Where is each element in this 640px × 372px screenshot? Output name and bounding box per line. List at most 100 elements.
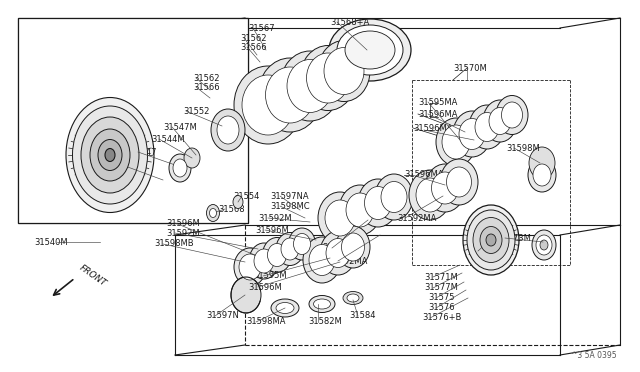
Ellipse shape (309, 295, 335, 312)
Ellipse shape (496, 96, 528, 135)
Ellipse shape (342, 233, 365, 261)
Ellipse shape (473, 218, 509, 263)
Ellipse shape (320, 231, 356, 275)
Ellipse shape (339, 185, 381, 235)
Text: 31582M: 31582M (308, 317, 342, 327)
Ellipse shape (249, 243, 279, 279)
Text: 31562: 31562 (193, 74, 220, 83)
Text: ^3 5A 0395: ^3 5A 0395 (571, 350, 616, 359)
Text: 31566: 31566 (240, 42, 267, 51)
Text: 31576: 31576 (428, 304, 454, 312)
Ellipse shape (211, 109, 245, 151)
Ellipse shape (475, 112, 499, 141)
Ellipse shape (463, 205, 519, 275)
Ellipse shape (436, 118, 476, 166)
Text: 31597N: 31597N (206, 311, 239, 321)
Ellipse shape (98, 140, 122, 170)
Ellipse shape (209, 208, 216, 218)
Ellipse shape (300, 45, 356, 110)
Ellipse shape (346, 193, 374, 227)
Ellipse shape (207, 205, 220, 221)
Ellipse shape (345, 31, 395, 69)
Ellipse shape (234, 248, 266, 286)
Ellipse shape (66, 97, 154, 212)
Ellipse shape (533, 164, 551, 186)
Text: 31596MA: 31596MA (404, 170, 444, 179)
Ellipse shape (502, 102, 522, 128)
Ellipse shape (536, 235, 552, 255)
Text: 31554: 31554 (233, 192, 259, 201)
Text: 31598MA: 31598MA (246, 317, 285, 327)
Text: 31576+A: 31576+A (322, 244, 361, 253)
Text: 31547: 31547 (130, 148, 157, 157)
Ellipse shape (266, 67, 314, 123)
Ellipse shape (540, 240, 548, 250)
Ellipse shape (294, 234, 310, 254)
Ellipse shape (231, 277, 261, 313)
Text: 31584: 31584 (349, 311, 376, 321)
Ellipse shape (184, 148, 200, 168)
Ellipse shape (347, 294, 359, 302)
Ellipse shape (324, 48, 364, 94)
Ellipse shape (280, 51, 340, 121)
Text: 31571M: 31571M (424, 273, 458, 282)
Text: 31598M: 31598M (506, 144, 540, 153)
Ellipse shape (268, 244, 287, 266)
Ellipse shape (234, 66, 302, 144)
Ellipse shape (81, 117, 139, 193)
Ellipse shape (276, 302, 294, 314)
Ellipse shape (325, 200, 355, 236)
Ellipse shape (262, 237, 291, 273)
Text: 31577M: 31577M (424, 283, 458, 292)
Text: 31576+B: 31576+B (422, 314, 461, 323)
Text: 31598MC: 31598MC (270, 202, 310, 211)
Ellipse shape (442, 125, 470, 159)
Ellipse shape (409, 170, 451, 220)
Ellipse shape (90, 129, 130, 181)
Text: 31562: 31562 (240, 33, 266, 42)
Ellipse shape (440, 159, 478, 205)
Ellipse shape (365, 186, 392, 219)
Ellipse shape (326, 238, 350, 267)
Text: 31566: 31566 (193, 83, 220, 92)
Ellipse shape (480, 227, 502, 253)
Ellipse shape (467, 210, 515, 270)
Text: 31596M: 31596M (255, 225, 289, 234)
Ellipse shape (105, 148, 115, 161)
Text: 31568: 31568 (218, 205, 244, 214)
Text: 31596M: 31596M (166, 218, 200, 228)
Text: 31570M: 31570M (453, 64, 487, 73)
Text: 31575: 31575 (428, 294, 454, 302)
Ellipse shape (276, 232, 304, 266)
Text: 31473M: 31473M (497, 234, 531, 243)
Ellipse shape (337, 25, 403, 75)
Text: 31544M: 31544M (151, 135, 184, 144)
Ellipse shape (289, 228, 316, 260)
Ellipse shape (318, 192, 362, 244)
Ellipse shape (483, 100, 517, 142)
Text: 31540M: 31540M (34, 237, 68, 247)
Text: 31596MA: 31596MA (413, 124, 452, 132)
Text: FRONT: FRONT (78, 263, 108, 289)
Ellipse shape (416, 178, 444, 212)
Text: 31592M: 31592M (258, 214, 292, 222)
Ellipse shape (459, 119, 485, 150)
Text: 31596MA: 31596MA (418, 109, 458, 119)
Ellipse shape (72, 106, 147, 204)
Ellipse shape (431, 172, 458, 204)
Ellipse shape (528, 158, 556, 192)
Ellipse shape (303, 237, 341, 283)
Ellipse shape (381, 182, 407, 212)
Ellipse shape (217, 116, 239, 144)
Ellipse shape (233, 196, 243, 208)
Ellipse shape (254, 249, 274, 273)
Bar (18, 18, 248, 223)
Ellipse shape (173, 159, 187, 177)
Text: 31592MA: 31592MA (397, 214, 436, 222)
Text: 31597NA: 31597NA (270, 192, 308, 201)
Ellipse shape (242, 75, 294, 135)
Ellipse shape (489, 108, 511, 135)
Ellipse shape (318, 41, 370, 102)
Text: 31455: 31455 (472, 247, 499, 256)
Ellipse shape (307, 53, 349, 103)
